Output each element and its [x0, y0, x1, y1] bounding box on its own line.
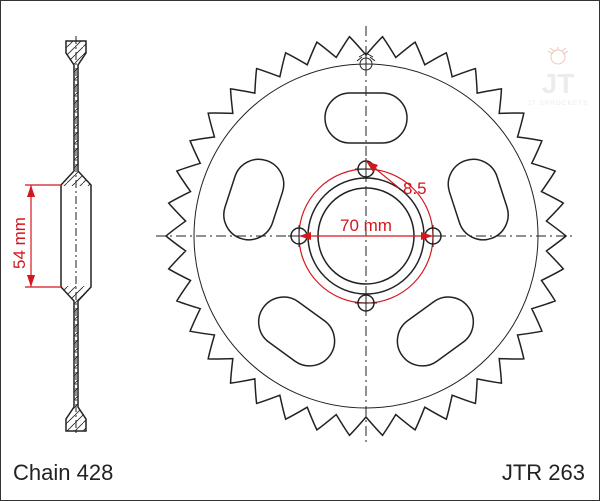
front-view-svg: 70 mm 8.5	[151, 16, 581, 456]
svg-text:JT: JT	[542, 68, 575, 99]
hole-dim-label: 8.5	[403, 179, 427, 198]
front-view: 70 mm 8.5	[151, 16, 581, 456]
dimension-hole: 8.5	[366, 161, 427, 198]
part-number-label: JTR 263	[502, 460, 585, 486]
orientation-mark-icon	[357, 53, 375, 74]
brand-logo-icon: JT JT SPROCKETS	[523, 45, 593, 117]
height-dim-label: 54 mm	[11, 217, 29, 269]
side-section-view: 54 mm	[11, 31, 141, 441]
side-view-svg: 54 mm	[11, 31, 141, 441]
brand-text: JT SPROCKETS	[527, 100, 588, 107]
bcd-dim-label: 70 mm	[340, 216, 392, 235]
dimension-height: 54 mm	[11, 185, 61, 287]
drawing-sheet: 54 mm 70 mm 8.5	[0, 0, 600, 501]
chain-spec-label: Chain 428	[13, 460, 113, 486]
